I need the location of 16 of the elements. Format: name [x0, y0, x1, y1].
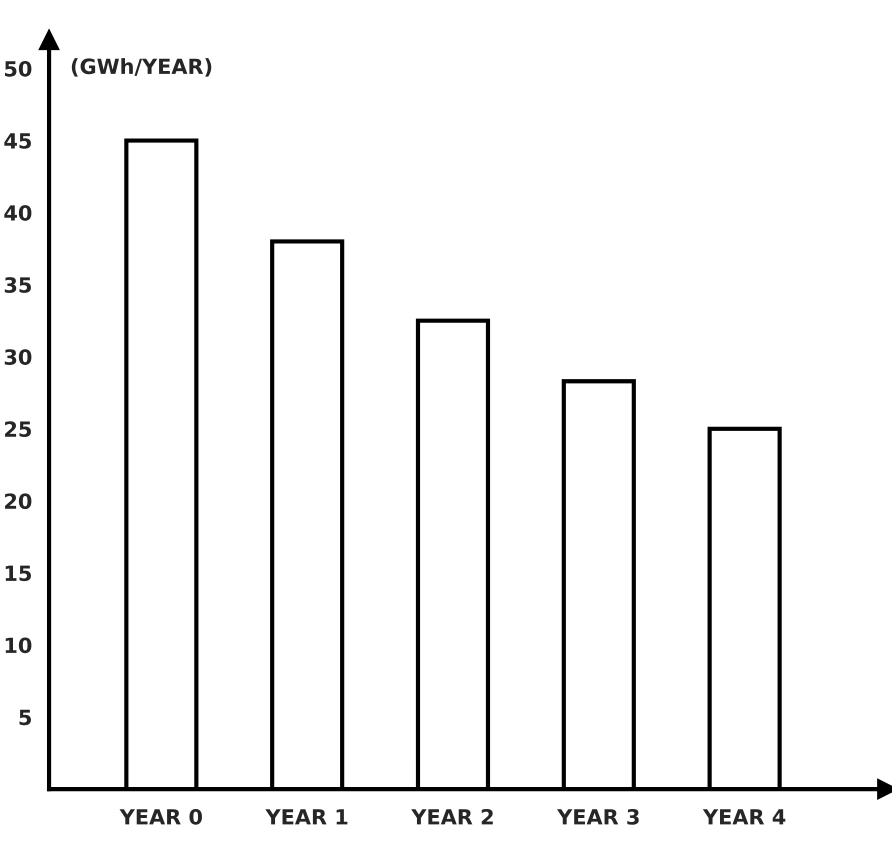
x-tick-label: YEAR 2 [411, 808, 493, 824]
x-tick-label: YEAR 0 [120, 808, 202, 825]
y-axis-title: (GWh/YEAR) [72, 58, 212, 77]
y-tick-label: 35 [4, 277, 31, 293]
y-tick-label: 15 [6, 566, 31, 582]
y-tick-label: 45 [4, 133, 31, 149]
y-tick-label: 40 [4, 205, 32, 221]
x-tick-label: YEAR 3 [556, 808, 639, 825]
y-tick-label: 10 [6, 637, 32, 654]
y-tick-label: 25 [5, 421, 31, 438]
x-tick-label: YEAR 4 [702, 809, 786, 824]
y-tick-label: 5 [20, 710, 31, 726]
y-tick-label: 50 [5, 60, 32, 77]
x-tick-label: YEAR 1 [265, 809, 348, 824]
y-tick-label: 30 [4, 349, 32, 365]
y-tick-label: 20 [5, 493, 32, 510]
